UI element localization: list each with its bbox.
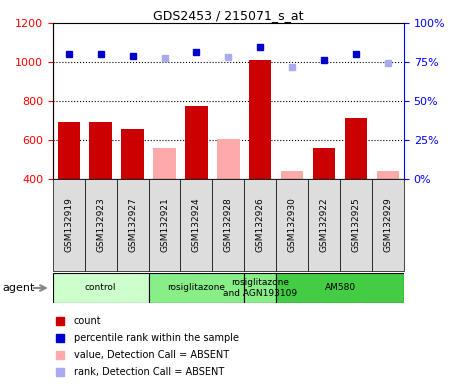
Bar [372,179,404,271]
Text: GSM132927: GSM132927 [128,197,137,252]
Bar [149,179,180,271]
Bar [244,179,276,271]
Text: count: count [74,316,101,326]
Bar [85,179,117,271]
Bar [340,179,372,271]
Bar [213,179,244,271]
Bar [377,171,399,179]
Text: rosiglitazone
and AGN193109: rosiglitazone and AGN193109 [223,278,297,298]
Text: GSM132923: GSM132923 [96,197,105,252]
Bar [244,273,276,303]
Text: GSM132921: GSM132921 [160,197,169,252]
Text: GSM132925: GSM132925 [352,197,360,252]
Bar [90,122,112,179]
Text: value, Detection Call = ABSENT: value, Detection Call = ABSENT [74,350,229,360]
Bar [281,171,303,179]
Bar [276,179,308,271]
Bar [180,179,213,271]
Bar [53,179,85,271]
Bar [249,60,271,179]
Text: GSM132926: GSM132926 [256,197,265,252]
Text: agent: agent [2,283,35,293]
Text: rosiglitazone: rosiglitazone [168,283,225,293]
Text: GSM132922: GSM132922 [319,197,329,252]
Bar [185,106,207,179]
Text: GSM132930: GSM132930 [288,197,297,252]
Bar [276,273,404,303]
Text: GSM132928: GSM132928 [224,197,233,252]
Bar [57,122,80,179]
Bar [149,273,244,303]
Bar [345,118,367,179]
Text: GSM132919: GSM132919 [64,197,73,252]
Bar [308,179,340,271]
Bar [117,179,149,271]
Text: control: control [85,283,117,293]
Text: AM580: AM580 [325,283,356,293]
Bar [53,273,149,303]
Text: rank, Detection Call = ABSENT: rank, Detection Call = ABSENT [74,367,224,377]
Bar [122,129,144,179]
Text: GSM132924: GSM132924 [192,197,201,252]
Bar [313,149,335,179]
Text: percentile rank within the sample: percentile rank within the sample [74,333,239,343]
Text: GSM132929: GSM132929 [383,197,392,252]
Title: GDS2453 / 215071_s_at: GDS2453 / 215071_s_at [153,9,303,22]
Bar [217,139,240,179]
Bar [153,149,176,179]
